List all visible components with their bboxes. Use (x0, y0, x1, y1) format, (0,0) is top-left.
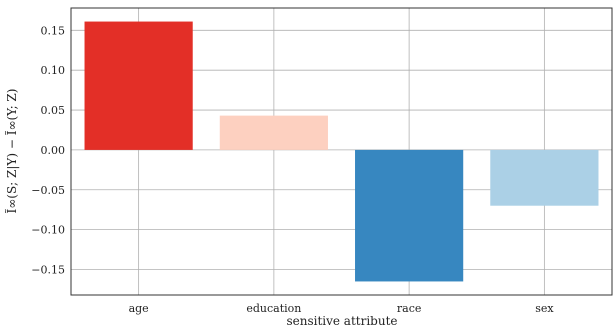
bar-race (355, 149, 464, 282)
bar-education (219, 115, 328, 150)
y-tick-layer: 0.15 0.10 0.05 0.00 −0.05 −0.10 −0.15 (31, 24, 65, 276)
x-tick-label: race (397, 302, 422, 315)
y-tick-label: 0.10 (41, 64, 66, 77)
y-tick-label: −0.05 (31, 184, 65, 197)
x-tick-label: education (246, 302, 301, 315)
y-tick-label: −0.15 (31, 263, 65, 276)
y-axis-label: Ĩ∞(S; Z|Y) − Ĩ∞(Y; Z) (4, 89, 19, 214)
x-axis-label: sensitive attribute (286, 314, 397, 328)
y-tick-label: −0.10 (31, 224, 65, 237)
bar-age (84, 21, 193, 150)
plot-frame (70, 7, 613, 296)
y-tick-label: 0.05 (41, 104, 66, 117)
bar-sex (490, 149, 599, 206)
bar-layer (84, 21, 599, 282)
x-tick-label: age (129, 302, 149, 315)
y-tick-label: 0.00 (41, 144, 66, 157)
x-tick-label: sex (535, 302, 554, 315)
y-tick-label: 0.15 (41, 24, 66, 37)
x-tick-layer: age education race sex (129, 302, 555, 315)
